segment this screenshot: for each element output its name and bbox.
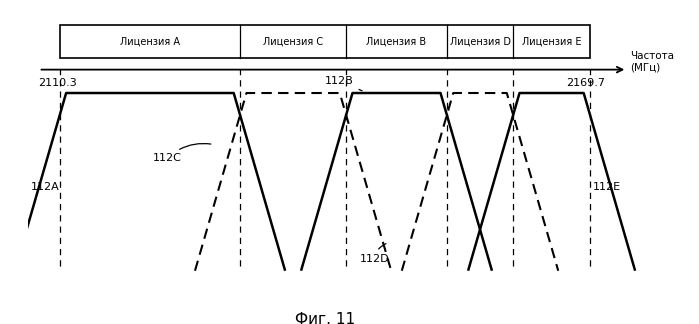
Text: 2110.3: 2110.3 (38, 78, 78, 88)
Text: Фиг. 11: Фиг. 11 (295, 312, 355, 324)
Text: 112С: 112С (152, 144, 211, 164)
Text: 112Е: 112Е (593, 181, 621, 191)
Text: 2169.7: 2169.7 (566, 78, 605, 88)
Text: 112В: 112В (325, 76, 362, 91)
Text: Лицензия С: Лицензия С (263, 37, 323, 47)
Text: Лицензия В: Лицензия В (366, 37, 426, 47)
Bar (60, 25, 590, 58)
Text: Лицензия D: Лицензия D (449, 37, 510, 47)
Text: Частота
(МГц): Частота (МГц) (630, 51, 674, 72)
Text: Лицензия А: Лицензия А (120, 37, 180, 47)
Text: 112D: 112D (359, 244, 389, 264)
Text: 112А: 112А (31, 181, 59, 191)
Text: Лицензия Е: Лицензия Е (522, 37, 582, 47)
